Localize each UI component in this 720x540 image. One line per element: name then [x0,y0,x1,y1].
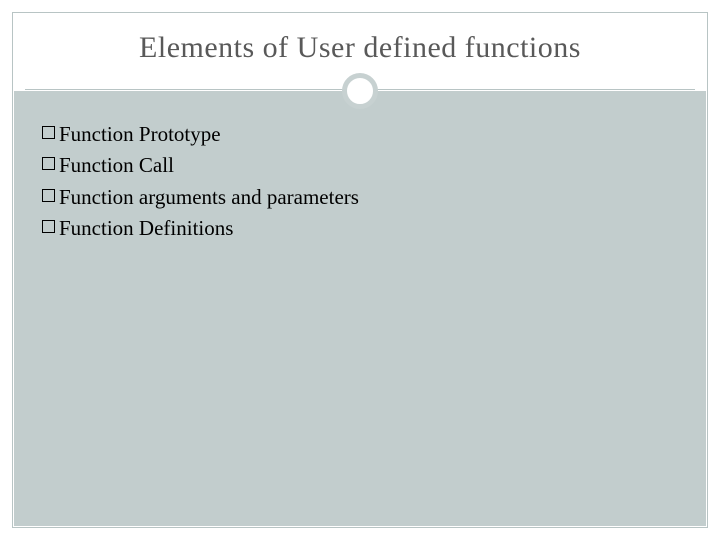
bullet-box-icon [42,157,55,170]
title-area: Elements of User defined functions [13,13,707,75]
list-item: Function Definitions [42,215,678,242]
slide-border: Elements of User defined functions Funct… [12,12,708,528]
bullet-text: Function Prototype [59,121,221,148]
list-item: Function arguments and parameters [42,184,678,211]
bullet-text: Function arguments and parameters [59,184,359,211]
content-area: Function Prototype Function Call Functio… [14,91,706,526]
slide-title: Elements of User defined functions [33,31,687,65]
list-item: Function Prototype [42,121,678,148]
circle-accent-icon [342,73,378,109]
bullet-text: Function Call [59,152,174,179]
list-item: Function Call [42,152,678,179]
bullet-box-icon [42,189,55,202]
bullet-box-icon [42,126,55,139]
bullet-text: Function Definitions [59,215,233,242]
slide-container: Elements of User defined functions Funct… [0,0,720,540]
bullet-box-icon [42,220,55,233]
